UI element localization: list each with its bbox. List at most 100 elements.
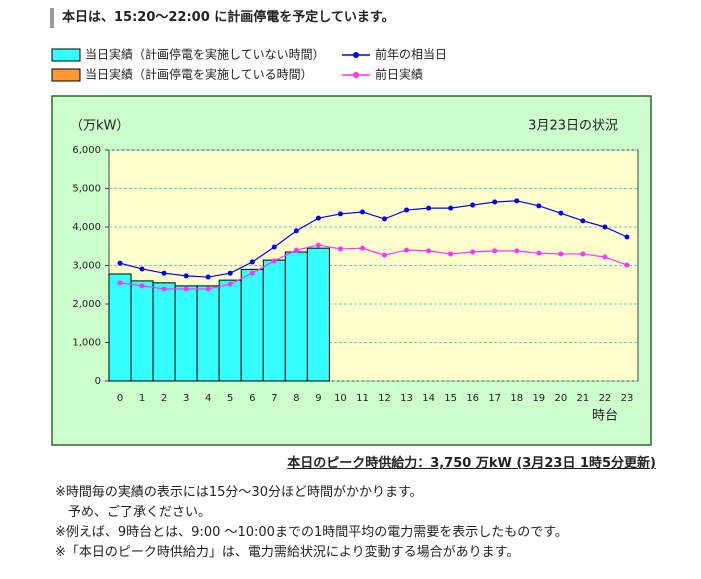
- marker: [293, 228, 299, 234]
- x-tick-label: 9: [315, 393, 321, 404]
- marker: [139, 283, 145, 289]
- marker: [536, 250, 542, 256]
- marker: [205, 286, 211, 292]
- marker: [448, 205, 454, 211]
- x-tick-label: 5: [227, 393, 233, 404]
- header: 本日は、15:20〜22:00 に計画停電を予定しています。: [50, 8, 395, 28]
- x-tick-label: 16: [466, 393, 479, 404]
- x-tick-label: 2: [161, 393, 167, 404]
- marker: [580, 218, 586, 224]
- y-tick-label: 3,000: [72, 261, 101, 272]
- date-label: 3月23日の状況: [528, 119, 618, 134]
- marker: [183, 286, 189, 292]
- marker: [514, 248, 520, 254]
- x-axis-label: 時台: [592, 409, 618, 424]
- marker: [183, 273, 189, 279]
- marker: [404, 207, 410, 213]
- marker: [161, 286, 167, 292]
- marker: [558, 210, 564, 216]
- legend-label: 前年の相当日: [375, 47, 447, 62]
- bar: [284, 251, 308, 382]
- x-tick-label: 15: [444, 393, 457, 404]
- legend-label: 前日実績: [375, 67, 423, 82]
- x-tick-label: 11: [356, 393, 369, 404]
- marker: [514, 198, 520, 204]
- note: ※「本日のピーク時供給力」は、電力需給状況により変動する場合があります。: [55, 545, 520, 560]
- marker: [382, 216, 388, 222]
- marker: [536, 203, 542, 209]
- marker: [404, 247, 410, 253]
- x-tick-label: 0: [117, 393, 123, 404]
- bar: [196, 285, 220, 382]
- y-tick-label: 0: [95, 376, 101, 387]
- legend-swatch: [51, 68, 81, 82]
- marker: [293, 247, 299, 253]
- bar: [262, 259, 286, 382]
- marker: [249, 270, 255, 276]
- marker: [470, 249, 476, 255]
- line: [119, 244, 628, 290]
- marker: [492, 248, 498, 254]
- marker: [337, 211, 343, 217]
- x-tick-label: 12: [378, 393, 391, 404]
- chart: （万kW） 3月23日の状況 時台 0 1,000 2,000 3,000 4,000 5…: [51, 47, 652, 446]
- marker: [492, 199, 498, 205]
- marker: [205, 274, 211, 280]
- note: ※例えば、9時台とは、9:00 〜10:00までの1時間平均の電力需要を表示した…: [55, 525, 568, 540]
- marker: [271, 258, 277, 264]
- marker: [448, 251, 454, 257]
- bar: [174, 285, 198, 382]
- legend-swatch: [51, 48, 81, 62]
- marker: [227, 281, 233, 287]
- y-tick-label: 2,000: [72, 299, 101, 310]
- x-tick-label: 21: [577, 393, 590, 404]
- legend-marker: [353, 52, 359, 58]
- marker: [580, 251, 586, 257]
- unit-label: （万kW）: [70, 119, 129, 134]
- marker: [139, 266, 145, 272]
- bar: [218, 279, 242, 382]
- bar: [240, 268, 264, 382]
- marker: [337, 246, 343, 252]
- x-tick-label: 22: [599, 393, 612, 404]
- x-tick-label: 20: [554, 393, 567, 404]
- y-tick-label: 5,000: [72, 184, 101, 195]
- marker: [359, 245, 365, 251]
- line: [119, 200, 628, 278]
- x-tick-label: 10: [334, 393, 347, 404]
- marker: [624, 262, 630, 268]
- x-tick-label: 18: [510, 393, 523, 404]
- marker: [382, 252, 388, 258]
- notes: ※時間毎の実績の表示には15分〜30分ほど時間がかかります。 予め、ご了承くださ…: [55, 483, 568, 563]
- marker: [117, 260, 123, 266]
- marker: [602, 224, 608, 230]
- marker: [558, 251, 564, 257]
- y-tick-label: 1,000: [72, 338, 101, 349]
- x-tick-label: 14: [422, 393, 435, 404]
- legend-marker: [353, 72, 359, 78]
- x-tick-label: 19: [532, 393, 545, 404]
- bar: [108, 273, 132, 382]
- x-tick-label: 17: [488, 393, 501, 404]
- x-tick-label: 7: [271, 393, 277, 404]
- marker: [249, 259, 255, 265]
- marker: [470, 202, 476, 208]
- x-tick-label: 23: [621, 393, 634, 404]
- marker: [315, 242, 321, 248]
- x-tick-label: 6: [249, 393, 255, 404]
- marker: [271, 244, 277, 250]
- marker: [161, 270, 167, 276]
- x-tick-label: 8: [293, 393, 299, 404]
- bar: [130, 280, 154, 382]
- bar: [306, 247, 330, 382]
- bar: [152, 282, 176, 382]
- note: 予め、ご了承ください。: [55, 505, 212, 520]
- y-tick-label: 6,000: [72, 145, 101, 156]
- peak-supply: 本日のピーク時供給力：3,750 万kW (3月23日 1時5分更新): [287, 456, 656, 471]
- x-tick-label: 13: [400, 393, 413, 404]
- legend-label: 当日実績（計画停電を実施していない時間）: [85, 47, 325, 62]
- marker: [426, 205, 432, 211]
- y-tick-label: 4,000: [72, 222, 101, 233]
- x-tick-label: 4: [205, 393, 211, 404]
